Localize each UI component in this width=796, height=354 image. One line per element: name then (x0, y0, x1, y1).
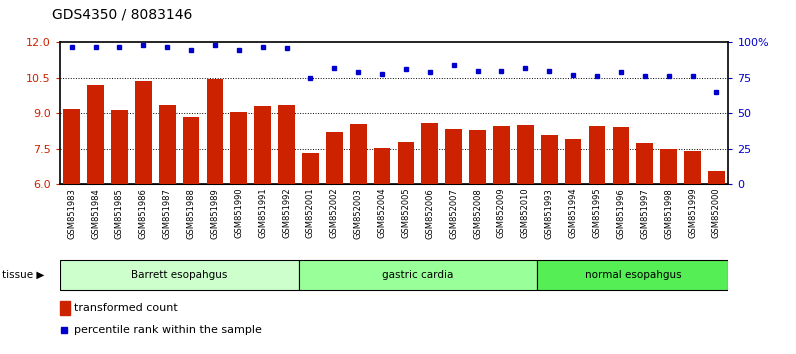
Text: GSM852008: GSM852008 (473, 188, 482, 239)
Text: tissue ▶: tissue ▶ (2, 270, 44, 280)
Bar (540, 135, 557, 184)
Text: GSM851985: GSM851985 (115, 188, 124, 239)
Bar (421, 123, 438, 184)
Bar (230, 112, 247, 184)
Bar (612, 127, 629, 184)
Bar (397, 142, 414, 184)
Bar (684, 151, 700, 184)
Bar (660, 149, 677, 184)
Bar (708, 171, 724, 184)
Text: GSM852003: GSM852003 (353, 188, 363, 239)
Bar (111, 110, 127, 184)
Bar (326, 132, 342, 184)
Text: GSM851996: GSM851996 (616, 188, 626, 239)
Text: Barrett esopahgus: Barrett esopahgus (131, 270, 228, 280)
Bar (564, 139, 581, 184)
Bar (63, 109, 80, 184)
Bar (206, 79, 223, 184)
Bar (135, 81, 151, 184)
Text: GSM852010: GSM852010 (521, 188, 530, 239)
Text: GSM852006: GSM852006 (425, 188, 435, 239)
Text: normal esopahgus: normal esopahgus (584, 270, 681, 280)
Bar (537, 260, 728, 290)
Text: GSM852007: GSM852007 (449, 188, 458, 239)
Text: GSM852000: GSM852000 (712, 188, 721, 239)
Bar (469, 130, 486, 184)
Bar (278, 105, 295, 184)
Text: transformed count: transformed count (73, 303, 178, 313)
Text: GSM851994: GSM851994 (568, 188, 578, 239)
Bar (298, 260, 537, 290)
Text: GSM851990: GSM851990 (234, 188, 244, 239)
Text: GSM852005: GSM852005 (401, 188, 411, 239)
Text: GSM851997: GSM851997 (640, 188, 650, 239)
Text: GSM851995: GSM851995 (592, 188, 602, 239)
Bar (493, 126, 509, 184)
Text: GSM851991: GSM851991 (258, 188, 267, 239)
Bar (517, 125, 533, 184)
Bar (254, 106, 271, 184)
Text: GSM851993: GSM851993 (544, 188, 554, 239)
Bar (636, 143, 653, 184)
Bar (302, 153, 318, 184)
Bar (445, 129, 462, 184)
Text: GSM852002: GSM852002 (330, 188, 339, 239)
Bar (87, 85, 103, 184)
Text: GSM851984: GSM851984 (91, 188, 100, 239)
Bar (588, 126, 605, 184)
Text: gastric cardia: gastric cardia (382, 270, 454, 280)
Text: GSM851983: GSM851983 (67, 188, 76, 239)
Bar (60, 260, 298, 290)
Bar (182, 117, 199, 184)
Text: GSM852001: GSM852001 (306, 188, 315, 239)
Text: GSM852004: GSM852004 (377, 188, 387, 239)
Text: GSM851999: GSM851999 (688, 188, 697, 239)
Text: GSM851987: GSM851987 (162, 188, 172, 239)
Text: GDS4350 / 8083146: GDS4350 / 8083146 (52, 7, 192, 21)
Bar (373, 148, 390, 184)
Text: GSM851992: GSM851992 (282, 188, 291, 239)
Bar (349, 124, 366, 184)
Text: GSM852009: GSM852009 (497, 188, 506, 239)
Bar (158, 105, 175, 184)
Bar (60, 301, 70, 315)
Text: GSM851988: GSM851988 (186, 188, 196, 239)
Text: GSM851989: GSM851989 (210, 188, 220, 239)
Text: percentile rank within the sample: percentile rank within the sample (73, 325, 262, 335)
Text: GSM851986: GSM851986 (139, 188, 148, 239)
Text: GSM851998: GSM851998 (664, 188, 673, 239)
